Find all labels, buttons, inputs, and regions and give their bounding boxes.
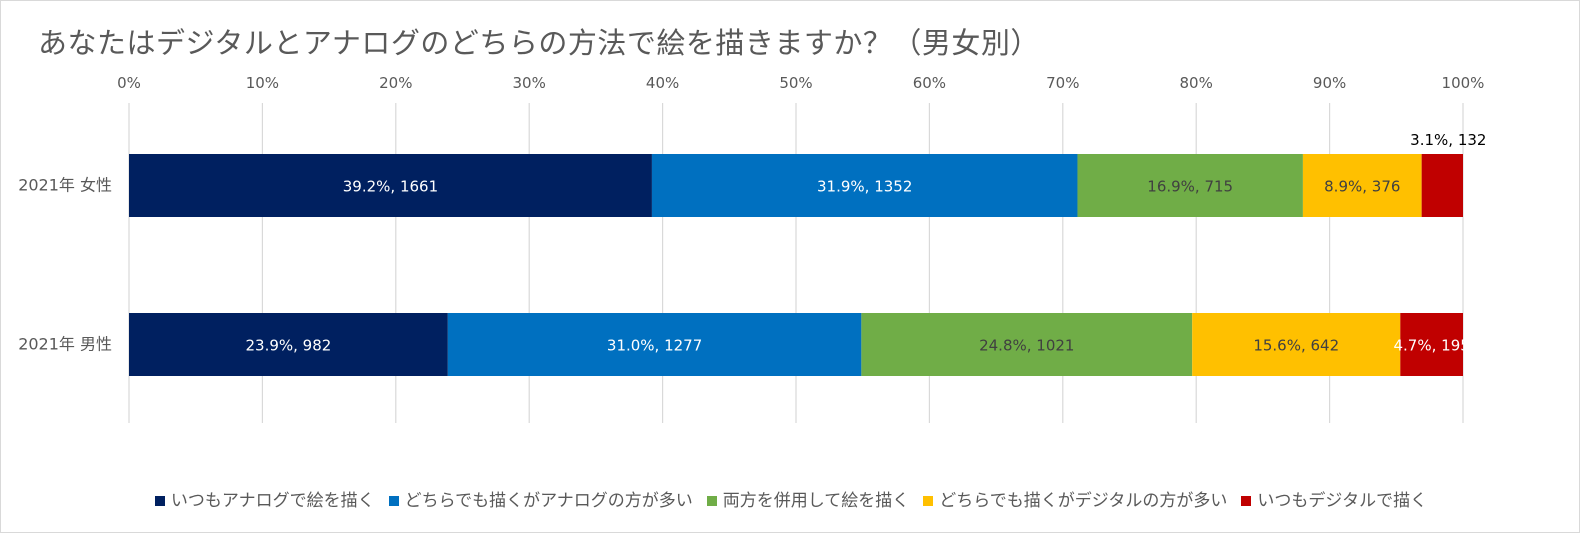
bar-segment <box>651 154 1078 217</box>
legend-item: どちらでも描くがアナログの方が多い <box>388 486 693 511</box>
data-label: 8.9%, 376 <box>1324 178 1400 196</box>
bar-segment <box>447 313 862 376</box>
legend-item: いつもデジタルで描く <box>1241 486 1427 511</box>
x-tick-label: 40% <box>646 74 679 92</box>
data-label: 16.9%, 715 <box>1147 178 1233 196</box>
bar-segment <box>861 313 1193 376</box>
legend-item: どちらでも描くがデジタルの方が多い <box>923 486 1227 511</box>
bar-segment <box>1192 313 1401 376</box>
x-tick-label: 60% <box>913 74 946 92</box>
legend-swatch <box>706 496 717 506</box>
data-label: 39.2%, 1661 <box>343 178 438 196</box>
legend-label: 両方を併用して絵を描く <box>722 491 910 511</box>
x-tick-label: 20% <box>379 74 412 92</box>
data-label: 4.7%, 195 <box>1394 337 1470 355</box>
legend-swatch <box>388 496 399 506</box>
x-tick-label: 90% <box>1313 74 1346 92</box>
data-label: 23.9%, 982 <box>245 337 331 355</box>
legend-item: 両方を併用して絵を描く <box>706 486 910 511</box>
legend-label: どちらでも描くがデジタルの方が多い <box>939 491 1228 511</box>
bar-segment <box>1077 154 1303 217</box>
legend-swatch <box>154 496 165 506</box>
legend-swatch <box>1241 496 1252 506</box>
bar-segment <box>1302 154 1422 217</box>
x-tick-label: 30% <box>513 74 546 92</box>
bar-segment <box>129 154 652 217</box>
legend-swatch <box>923 496 934 506</box>
x-tick-label: 10% <box>246 74 279 92</box>
legend-label: いつもデジタルで描く <box>1257 491 1428 511</box>
x-tick-label: 70% <box>1046 74 1079 92</box>
legend-item: いつもアナログで絵を描く <box>154 486 375 511</box>
data-label: 31.9%, 1352 <box>817 178 912 196</box>
data-label: 3.1%, 132 <box>1410 131 1486 149</box>
legend-label: どちらでも描くがアナログの方が多い <box>404 491 693 511</box>
legend-label: いつもアナログで絵を描く <box>170 491 375 511</box>
y-category-label: 2021年 男性 <box>18 335 112 354</box>
data-label: 31.0%, 1277 <box>607 337 702 355</box>
data-label: 15.6%, 642 <box>1253 337 1339 355</box>
bar-segment <box>1421 154 1463 217</box>
data-label: 24.8%, 1021 <box>979 337 1074 355</box>
x-tick-label: 50% <box>779 74 812 92</box>
bar-segment <box>1400 313 1463 376</box>
y-category-label: 2021年 女性 <box>18 176 112 195</box>
bar-segment <box>129 313 448 376</box>
chart-title: あなたはデジタルとアナログのどちらの方法で絵を描きますか？（男女別） <box>38 26 1040 60</box>
x-tick-label: 80% <box>1180 74 1213 92</box>
chart-legend: いつもアナログで絵を描く どちらでも描くがアナログの方が多い 両方を併用して絵を描く… <box>0 486 1582 511</box>
x-tick-label: 100% <box>1442 74 1485 92</box>
x-tick-label: 0% <box>117 74 141 92</box>
